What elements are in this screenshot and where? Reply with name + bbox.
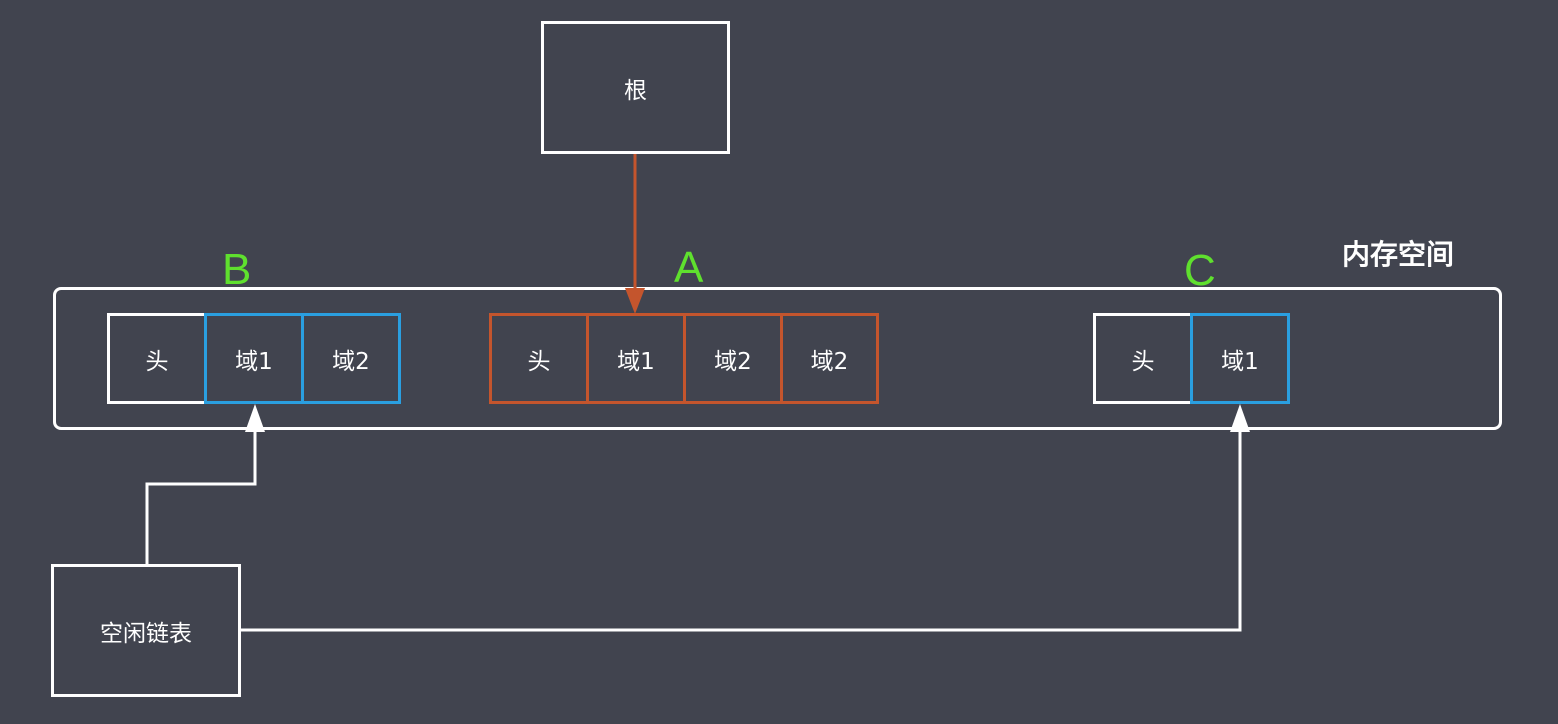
object-a-letter: A — [674, 243, 704, 292]
object-c-head: 头 — [1093, 313, 1193, 404]
root-node: 根 — [541, 21, 730, 154]
object-b-letter: B — [222, 245, 252, 294]
free-list-node: 空闲链表 — [51, 564, 241, 697]
object-b-head: 头 — [107, 313, 207, 404]
object-a-head: 头 — [489, 313, 589, 404]
object-a-field3: 域2 — [780, 313, 879, 404]
object-a-field1: 域1 — [586, 313, 686, 404]
memory-space-region — [53, 287, 1502, 430]
free-list-to-b-line — [145, 430, 257, 564]
object-c-letter: C — [1184, 246, 1216, 295]
object-b-field2: 域2 — [301, 313, 401, 404]
object-b-field1: 域1 — [204, 313, 304, 404]
object-a-field2: 域2 — [683, 313, 783, 404]
free-list-to-c-line — [241, 430, 1242, 632]
memory-space-label: 内存空间 — [1342, 238, 1455, 271]
object-c-field1: 域1 — [1190, 313, 1290, 404]
